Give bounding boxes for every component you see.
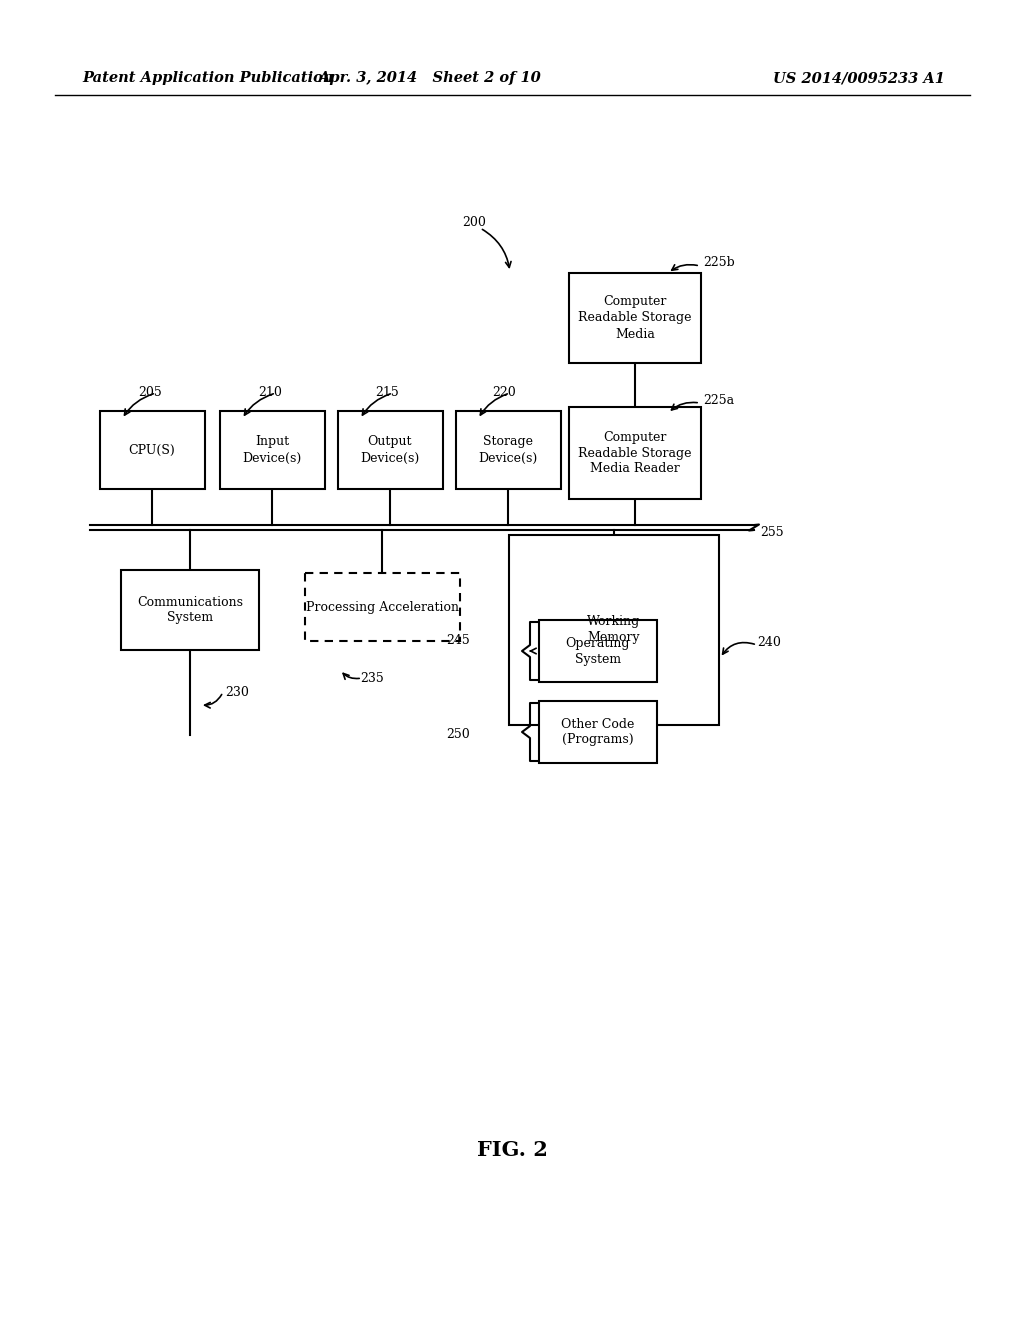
Text: 255: 255 xyxy=(760,525,783,539)
Text: 200: 200 xyxy=(462,215,485,228)
Bar xyxy=(456,411,560,488)
Text: 205: 205 xyxy=(138,387,162,400)
Text: Operating
System: Operating System xyxy=(565,636,630,665)
Text: CPU(S): CPU(S) xyxy=(129,444,175,457)
Text: Communications
System: Communications System xyxy=(137,595,243,624)
Bar xyxy=(304,573,460,642)
Text: Computer
Readable Storage
Media Reader: Computer Readable Storage Media Reader xyxy=(579,430,692,475)
Text: Output
Device(s): Output Device(s) xyxy=(360,436,420,465)
Bar xyxy=(99,411,205,488)
Text: 245: 245 xyxy=(446,634,470,647)
Text: 240: 240 xyxy=(757,636,781,649)
Bar xyxy=(219,411,325,488)
Text: 225b: 225b xyxy=(703,256,735,269)
Text: 225a: 225a xyxy=(703,393,734,407)
Text: Patent Application Publication: Patent Application Publication xyxy=(82,71,334,84)
Bar xyxy=(509,535,719,725)
Text: 230: 230 xyxy=(225,685,249,698)
Text: Apr. 3, 2014   Sheet 2 of 10: Apr. 3, 2014 Sheet 2 of 10 xyxy=(318,71,542,84)
Bar xyxy=(569,273,701,363)
Bar xyxy=(569,407,701,499)
Text: Working
Memory: Working Memory xyxy=(588,615,641,644)
Text: US 2014/0095233 A1: US 2014/0095233 A1 xyxy=(773,71,945,84)
Text: Computer
Readable Storage
Media: Computer Readable Storage Media xyxy=(579,296,692,341)
Text: Other Code
(Programs): Other Code (Programs) xyxy=(561,718,635,747)
Text: 215: 215 xyxy=(375,387,398,400)
Bar xyxy=(338,411,442,488)
Text: 250: 250 xyxy=(446,729,470,742)
Text: 220: 220 xyxy=(492,387,516,400)
Text: 210: 210 xyxy=(258,387,282,400)
Text: Storage
Device(s): Storage Device(s) xyxy=(478,436,538,465)
Bar xyxy=(121,570,259,649)
Bar xyxy=(539,620,657,682)
Text: Processing Acceleration: Processing Acceleration xyxy=(305,601,459,614)
Text: Input
Device(s): Input Device(s) xyxy=(243,436,302,465)
Bar xyxy=(539,701,657,763)
Text: 235: 235 xyxy=(360,672,384,685)
Text: FIG. 2: FIG. 2 xyxy=(476,1140,548,1160)
